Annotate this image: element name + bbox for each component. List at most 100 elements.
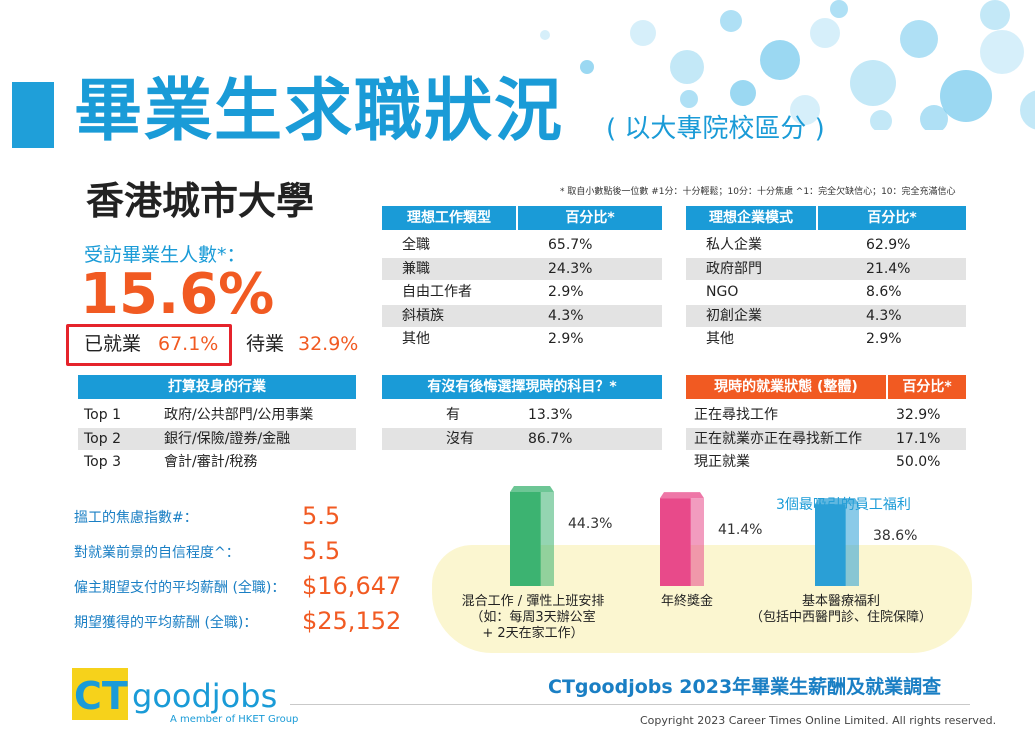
metric-value: $25,152 — [302, 607, 402, 635]
page-title: 畢業生求職狀況 — [74, 72, 565, 151]
chart-bar-top — [510, 486, 554, 492]
chart-category-name: 基本醫療福利 — [801, 594, 880, 609]
decorative-dot-pattern — [380, 0, 1035, 130]
ideal-company-value: 21.4% — [866, 260, 911, 277]
title-accent-bar — [12, 82, 54, 148]
status-label: 現正就業 — [694, 454, 750, 470]
ideal-company-value: 4.3% — [866, 307, 902, 324]
industry-label: 會計/審計/稅務 — [164, 454, 258, 470]
metric-label: 對就業前景的自信程度^： — [74, 545, 240, 561]
decorative-dot — [1020, 90, 1035, 130]
ideal-job-value: 4.3% — [548, 307, 584, 324]
decorative-dot — [730, 80, 756, 106]
ideal-job-row: 自由工作者 2.9% — [382, 281, 662, 303]
waiting-label: 待業 — [246, 333, 285, 355]
chart-bar-top — [815, 498, 859, 505]
employed-highlight-box — [66, 324, 232, 366]
ideal-job-value: 24.3% — [548, 260, 593, 277]
ideal-company-value: 8.6% — [866, 284, 902, 300]
ideal-company-header-type: 理想企業模式 — [686, 206, 816, 230]
chart-value-label: 38.6% — [873, 528, 917, 544]
ideal-job-value: 2.9% — [548, 284, 584, 300]
status-row: 現正就業 50.0% — [686, 451, 966, 473]
status-header: 現時的就業狀態 (整體) — [686, 375, 886, 399]
ideal-company-row: 初創企業 4.3% — [686, 304, 966, 327]
status-value: 32.9% — [896, 407, 941, 423]
respondents-value: 15.6% — [80, 262, 275, 327]
waiting-value: 32.9% — [298, 333, 359, 355]
chart-value-label: 44.3% — [568, 516, 612, 532]
chart-bar — [660, 498, 691, 586]
decorative-dot — [790, 95, 820, 125]
chart-bar — [510, 492, 541, 586]
status-label: 正在尋找工作 — [694, 407, 778, 423]
decorative-dot — [870, 110, 892, 130]
ideal-company-label: 初創企業 — [706, 307, 762, 324]
respondents-label: 受訪畢業生人數*： — [84, 244, 246, 266]
page-subtitle: ( 以大專院校區分 ) — [606, 114, 825, 144]
metric-value: $16,647 — [302, 572, 402, 600]
chart-bar-group: 44.3% — [510, 486, 612, 586]
regret-row: 沒有 86.7% — [382, 427, 662, 450]
copyright: Copyright 2023 Career Times Online Limit… — [640, 714, 997, 727]
decorative-dot — [630, 20, 656, 46]
decorative-dot — [850, 60, 896, 106]
survey-title: CTgoodjobs 2023年畢業生薪酬及就業調查 — [548, 676, 942, 698]
decorative-dot — [680, 90, 698, 108]
chart-category-note: （包括中西醫門診、住院保障） — [749, 610, 932, 625]
status-value: 50.0% — [896, 454, 941, 470]
regret-row: 有 13.3% — [382, 404, 662, 426]
ideal-job-label: 其他 — [402, 331, 430, 347]
footer-divider — [290, 704, 970, 705]
industry-row: Top 3 會計/審計/稅務 — [78, 451, 356, 473]
ideal-job-label: 斜槓族 — [402, 307, 444, 324]
ideal-company-label: 政府部門 — [706, 260, 762, 277]
ideal-job-header-type: 理想工作類型 — [382, 206, 516, 230]
chart-bar-side — [845, 504, 859, 586]
ideal-company-label: NGO — [706, 284, 739, 300]
university-name: 香港城市大學 — [86, 179, 315, 223]
chart-category-name: 混合工作 / 彈性上班安排 — [461, 594, 605, 609]
decorative-dot — [720, 10, 742, 32]
decorative-dot — [670, 50, 704, 84]
metric-label: 期望獲得的平均薪酬 (全職)： — [74, 615, 258, 631]
employed-label: 已就業 — [84, 333, 142, 355]
chart-value-label: 41.4% — [718, 522, 762, 538]
chart-bar-side — [540, 492, 554, 586]
ideal-company-label: 其他 — [706, 331, 734, 347]
status-value: 17.1% — [896, 430, 941, 447]
industry-rank: Top 1 — [84, 407, 121, 423]
ideal-job-row: 斜槓族 4.3% — [382, 304, 662, 327]
ideal-job-label: 兼職 — [402, 260, 430, 277]
chart-bar — [815, 504, 846, 586]
chart-category-name: 年終獎金 — [660, 594, 713, 609]
chart-bar-group: 41.4% — [660, 492, 762, 586]
ideal-company-value: 2.9% — [866, 331, 902, 347]
ideal-company-row: 私人企業 62.9% — [686, 234, 966, 256]
decorative-dot — [580, 60, 594, 74]
ideal-company-label: 私人企業 — [706, 237, 762, 253]
decorative-dot — [980, 0, 1010, 30]
logo-subtext: A member of HKET Group — [170, 714, 299, 725]
decorative-dot — [830, 0, 848, 18]
ideal-company-row: 政府部門 21.4% — [686, 257, 966, 280]
ideal-company-row: 其他 2.9% — [686, 328, 966, 350]
logo-goodjobs-text: goodjobs — [132, 677, 278, 715]
ideal-job-value: 65.7% — [548, 237, 593, 253]
ideal-job-header-pct: 百分比* — [518, 206, 662, 230]
chart-category-note: + 2天在家工作） — [482, 626, 584, 641]
ideal-company-row: NGO 8.6% — [686, 281, 966, 303]
ideal-company-value: 62.9% — [866, 237, 911, 253]
ideal-job-row: 兼職 24.3% — [382, 257, 662, 280]
status-row: 正在就業亦正在尋找新工作 17.1% — [686, 427, 966, 450]
decorative-dot — [900, 20, 938, 58]
ideal-job-row: 其他 2.9% — [382, 328, 662, 350]
ctgoodjobs-logo — [72, 668, 128, 720]
chart-category-label: 混合工作 / 彈性上班安排 （如：每周3天辦公室 + 2天在家工作） — [413, 594, 653, 642]
employed-value: 67.1% — [158, 333, 219, 355]
decorative-dot — [980, 30, 1024, 74]
metric-label: 搵工的焦慮指數#： — [74, 510, 198, 526]
industry-rank: Top 2 — [84, 430, 121, 447]
chart-bar-side — [690, 498, 704, 586]
ideal-company-header-pct: 百分比* — [818, 206, 966, 230]
